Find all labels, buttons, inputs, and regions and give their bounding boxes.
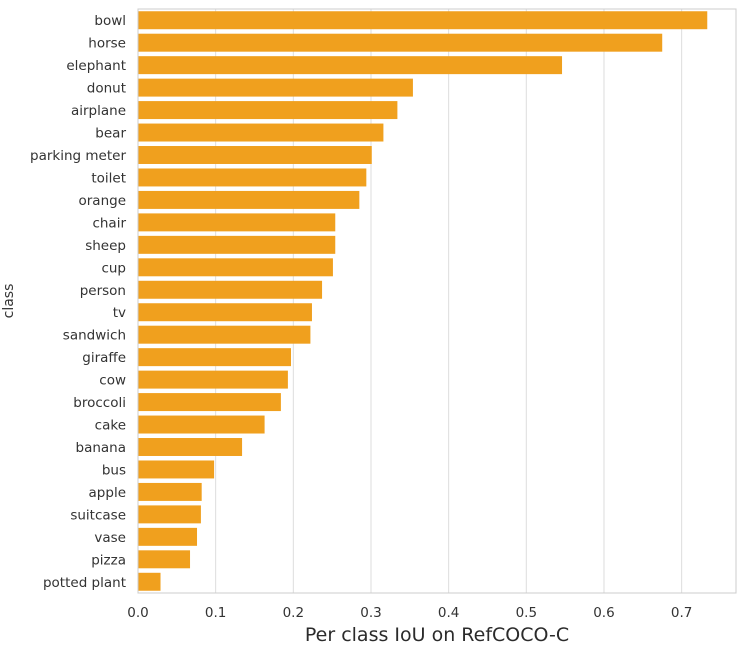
bar-sandwich [138, 325, 311, 344]
x-tick-label: 0.6 [593, 605, 614, 621]
bars [138, 11, 708, 591]
bar-elephant [138, 56, 563, 75]
bar-donut [138, 78, 413, 97]
y-tick-label: broccoli [73, 395, 126, 411]
y-tick-label: vase [94, 530, 126, 546]
bar-cow [138, 370, 288, 389]
bar-bowl [138, 11, 708, 30]
x-tick-label: 0.0 [127, 605, 148, 621]
bar-giraffe [138, 348, 291, 367]
bar-horse [138, 33, 663, 52]
bar-person [138, 280, 323, 299]
bar-broccoli [138, 393, 281, 412]
bar-parking-meter [138, 146, 372, 164]
bar-cup [138, 258, 333, 277]
y-tick-label: sandwich [63, 328, 126, 344]
x-tick-label: 0.7 [671, 605, 692, 621]
bar-suitcase [138, 505, 201, 524]
bar-bear [138, 123, 384, 142]
y-tick-label: cup [101, 260, 126, 276]
y-tick-label: toilet [91, 170, 126, 186]
bar-tv [138, 303, 312, 322]
y-tick-label: cow [99, 373, 126, 389]
bar-cake [138, 415, 265, 434]
y-tick-label: sheep [85, 238, 126, 254]
x-axis-title: Per class IoU on RefCOCO-C [305, 624, 569, 646]
x-tick-label: 0.5 [516, 605, 537, 621]
y-tick-label: pizza [91, 552, 126, 568]
y-tick-label: person [80, 283, 126, 299]
bar-toilet [138, 168, 367, 187]
bar-bus [138, 460, 215, 479]
y-tick-label: bear [95, 126, 126, 142]
y-tick-label: potted plant [43, 575, 126, 591]
x-tick-label: 0.2 [283, 605, 304, 621]
bar-chair [138, 213, 336, 232]
y-tick-label: tv [113, 305, 126, 321]
y-tick-label: chair [92, 215, 126, 231]
bar-vase [138, 527, 198, 546]
y-tick-label: donut [87, 81, 126, 97]
x-tick-labels: 0.0 0.1 0.2 0.3 0.4 0.5 0.6 0.7 [127, 605, 692, 621]
y-tick-label: banana [76, 440, 127, 456]
bar-banana [138, 438, 243, 456]
y-tick-label: horse [88, 36, 126, 52]
bar-sheep [138, 235, 336, 254]
y-tick-label: suitcase [70, 507, 126, 523]
y-tick-label: apple [89, 485, 126, 501]
y-tick-label: bowl [94, 13, 126, 29]
y-tick-label: orange [78, 193, 126, 209]
plot-frame [137, 8, 737, 594]
bar-potted-plant [138, 572, 161, 591]
y-tick-label: elephant [66, 58, 126, 74]
y-tick-label: bus [102, 462, 126, 478]
bar-pizza [138, 550, 191, 569]
y-tick-labels: bowl horse elephant donut airplane bear parkin… [30, 13, 126, 591]
bar-orange [138, 190, 360, 209]
bar-apple [138, 482, 202, 501]
y-axis-title: class [1, 284, 17, 319]
y-tick-label: airplane [71, 103, 126, 119]
bar-airplane [138, 101, 398, 120]
y-tick-label: parking meter [30, 148, 126, 164]
y-tick-label: giraffe [82, 350, 126, 366]
y-tick-label: cake [95, 418, 126, 434]
x-tick-label: 0.3 [360, 605, 381, 621]
x-tick-label: 0.1 [205, 605, 226, 621]
x-tick-label: 0.4 [438, 605, 459, 621]
